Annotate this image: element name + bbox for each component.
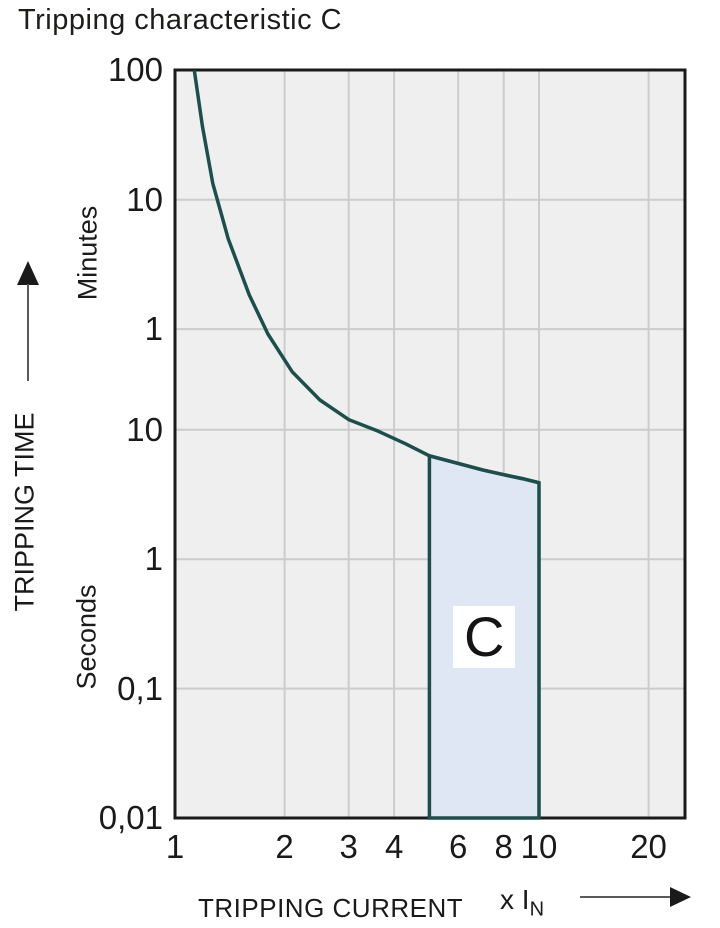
x-multiplier-subscript: N [529,898,545,921]
x-multiplier-text: x I [500,884,530,915]
x-tick-label: 3 [339,828,358,865]
y-tick-label: 1 [144,540,163,578]
right-arrow-icon [670,887,691,907]
y-axis-unit-seconds: Seconds [71,584,102,690]
y-tick-label: 10 [126,410,163,448]
x-axis-multiplier: x IN [500,884,544,922]
up-arrow-line [27,284,29,381]
x-tick-label: 1 [165,828,185,865]
up-arrow-icon [17,261,39,285]
y-tick-label: 0,01 [98,799,163,836]
y-tick-label: 100 [107,51,163,89]
y-tick-label: 0,1 [117,669,163,707]
x-tick-label: 2 [275,828,294,865]
tripping-curve [192,70,540,485]
y-tick-label: 10 [126,180,163,218]
x-tick-label: 20 [630,828,667,865]
chart-title: Tripping characteristic C [18,4,343,36]
x-axis-title: TRIPPING CURRENT [198,893,464,923]
region-label-box: C [453,605,516,668]
y-tick-label: 1 [144,310,163,348]
x-tick-label: 6 [449,828,468,865]
region-label: C [463,605,505,668]
y-axis-title: TRIPPING TIME [9,412,40,612]
x-tick-label: 10 [520,828,558,865]
x-tick-label: 4 [384,828,404,865]
y-axis-unit-minutes: Minutes [72,205,103,301]
x-tick-label: 8 [494,828,513,865]
right-arrow-line [580,896,672,898]
